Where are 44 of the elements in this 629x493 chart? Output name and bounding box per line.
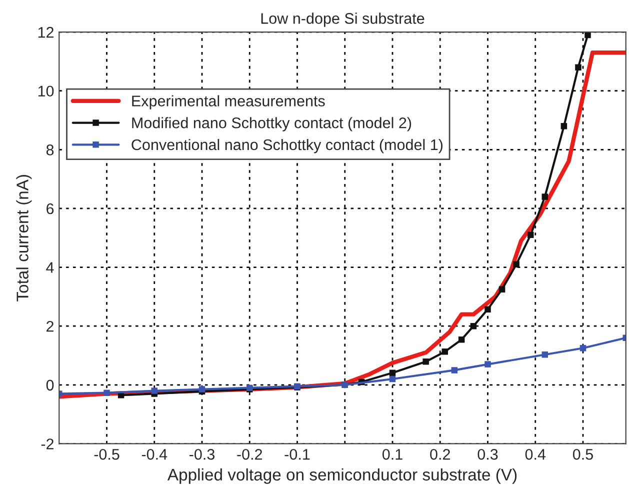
legend-label: Experimental measurements bbox=[132, 95, 325, 110]
y-tick-label: 0 bbox=[46, 380, 54, 391]
point bbox=[484, 306, 491, 312]
point bbox=[584, 32, 591, 38]
x-axis-title: Applied voltage on semiconductor substrate (V) bbox=[167, 468, 517, 484]
x-tick-label: -0.5 bbox=[94, 448, 120, 460]
point bbox=[422, 358, 429, 365]
point bbox=[527, 232, 534, 238]
y-tick-label: 10 bbox=[38, 86, 54, 97]
y-tick-label: 4 bbox=[46, 262, 54, 273]
x-tick-label: -0.3 bbox=[190, 448, 214, 460]
x-tick-label: -0.2 bbox=[237, 448, 262, 460]
x-tick-label: 0.2 bbox=[430, 448, 450, 460]
x-tick-label: 0.5 bbox=[572, 448, 593, 460]
point bbox=[442, 348, 448, 355]
x-tick-label: 0.3 bbox=[478, 448, 498, 460]
point bbox=[542, 351, 548, 358]
x-tick-label: 0.1 bbox=[382, 448, 402, 460]
y-tick-label: -2 bbox=[41, 438, 54, 450]
point bbox=[580, 345, 586, 352]
point bbox=[513, 261, 520, 268]
y-tick-label: 6 bbox=[46, 203, 54, 214]
y-tick-label: 12 bbox=[38, 26, 54, 38]
x-tick-label: 0.4 bbox=[525, 448, 546, 460]
point bbox=[560, 123, 568, 130]
y-tick-label: 8 bbox=[46, 144, 54, 156]
point bbox=[458, 336, 465, 343]
x-tick-label: -0.4 bbox=[142, 448, 168, 460]
x-tick-label: -0.1 bbox=[284, 448, 310, 460]
y-axis-title: Total current (nA) bbox=[16, 174, 32, 302]
point bbox=[104, 390, 110, 396]
point bbox=[498, 286, 506, 292]
point bbox=[470, 322, 477, 330]
chart-title: Low n-dope Si substrate bbox=[261, 12, 424, 27]
point bbox=[575, 64, 582, 70]
point bbox=[389, 370, 396, 376]
legend-label: Modified nano Schottky contact (model 2) bbox=[132, 117, 412, 132]
point bbox=[542, 194, 548, 200]
point bbox=[389, 376, 396, 382]
legend-label: Conventional nano Schottky contact (model 1) bbox=[132, 138, 443, 154]
point bbox=[484, 361, 491, 368]
point bbox=[451, 367, 458, 374]
y-tick-label: 2 bbox=[46, 320, 54, 332]
point bbox=[151, 388, 158, 394]
